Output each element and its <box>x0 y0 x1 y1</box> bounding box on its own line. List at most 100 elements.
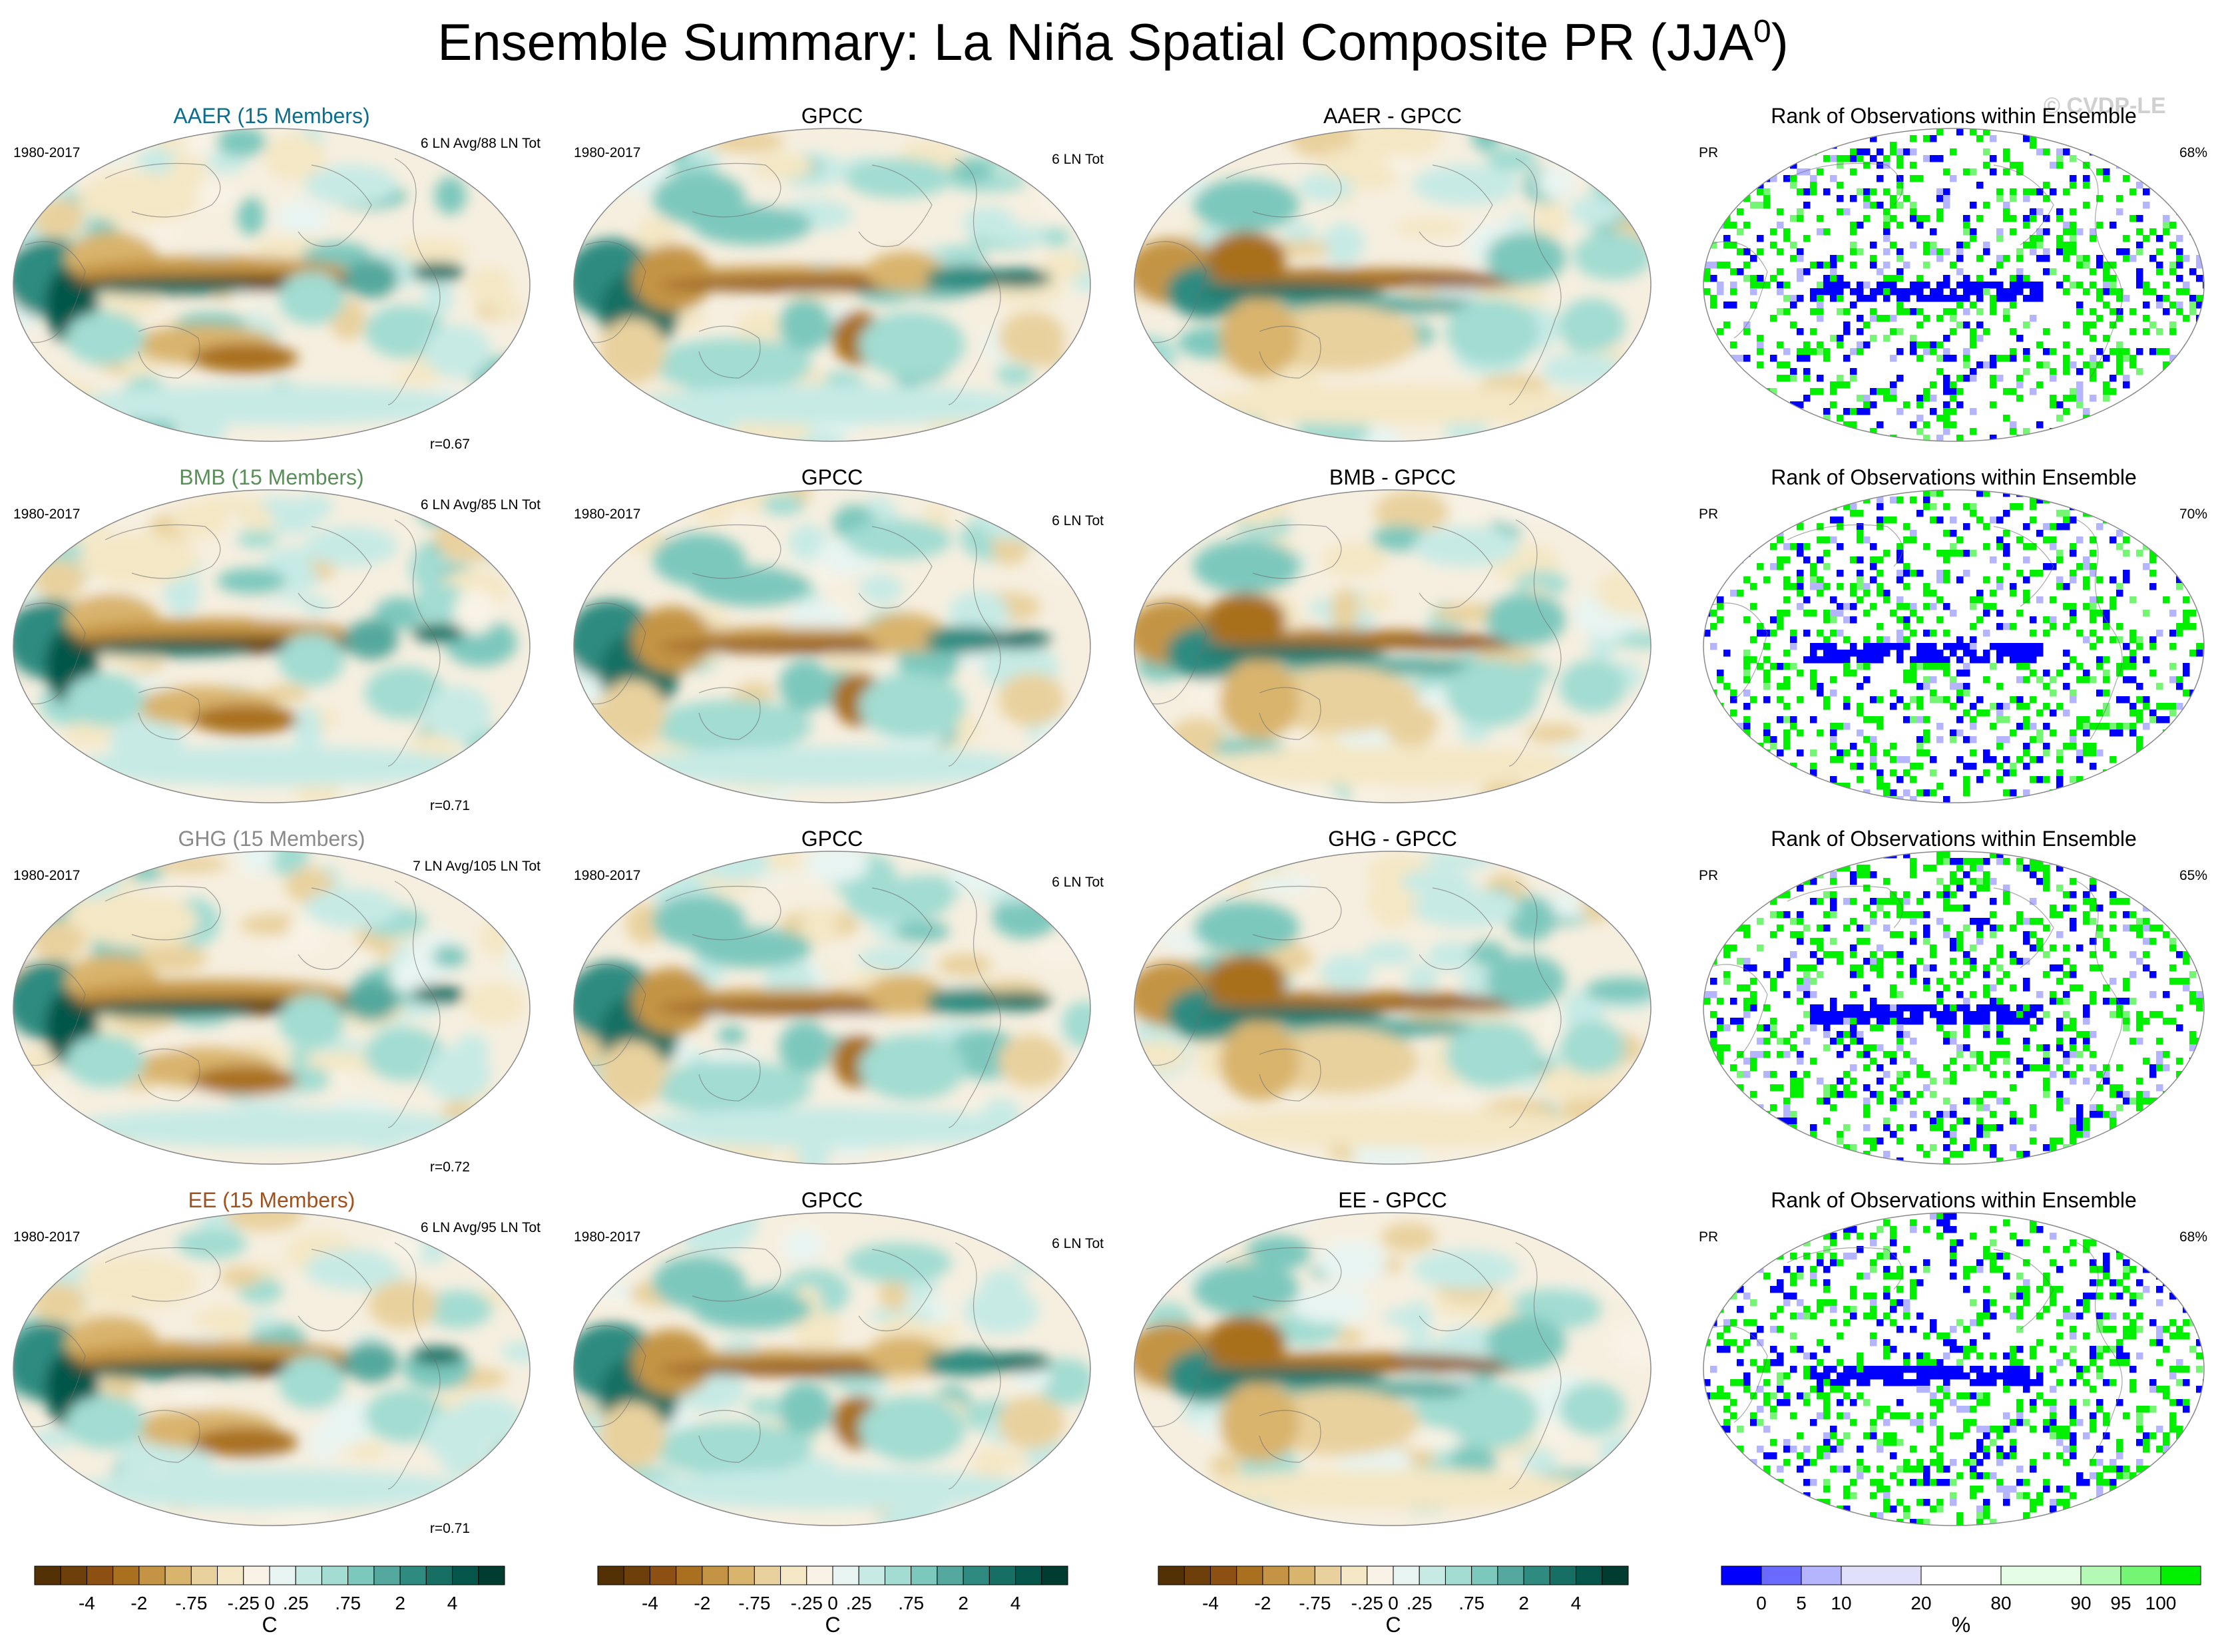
rank-cell <box>1777 135 1784 142</box>
rank-cell <box>1890 215 1897 222</box>
rank-cell <box>1703 1306 1711 1313</box>
rank-cell <box>2189 268 2197 276</box>
rank-cell <box>1803 142 1811 149</box>
rank-cell <box>1777 1372 1784 1380</box>
rank-cell <box>1703 235 1711 242</box>
rank-cell <box>1830 1011 1837 1018</box>
rank-cell <box>2023 1157 2030 1164</box>
rank-cell <box>1777 878 1784 885</box>
rank-cell <box>2096 262 2104 269</box>
rank-cell <box>1830 262 1837 269</box>
rank-cell <box>1843 1124 1851 1132</box>
rank-cell <box>1863 401 1871 409</box>
rank-cell <box>2103 388 2110 395</box>
rank-cell <box>1797 938 1804 945</box>
rank-cell <box>2189 302 2197 309</box>
rank-cell <box>1850 1313 1857 1320</box>
field-blob <box>225 1213 304 1231</box>
rank-cell <box>1990 1253 1997 1260</box>
rank-cell <box>1830 776 1837 783</box>
rank-cell <box>1757 944 1764 952</box>
rank-cell <box>2169 630 2177 637</box>
rank-cell <box>1757 871 1764 879</box>
rank-cell <box>1810 308 1817 315</box>
rank-cell <box>2076 716 2084 723</box>
rank-cell <box>1823 1286 1831 1293</box>
rank-cell <box>2003 208 2010 216</box>
rank-cell <box>1850 1031 1857 1038</box>
rank-cell <box>1936 616 1944 624</box>
rank-cell <box>2036 228 2044 236</box>
rank-cell <box>1823 696 1831 704</box>
rank-cell <box>1970 858 1977 865</box>
rank-cell <box>2110 858 2117 865</box>
rank-cell <box>2010 769 2017 777</box>
rank-cell <box>1963 1018 1970 1025</box>
rank-cell <box>1790 716 1797 723</box>
rank-cell <box>1843 858 1851 865</box>
rank-cell <box>1983 1299 1990 1307</box>
rank-cell <box>2103 616 2110 624</box>
rank-cell <box>2056 1319 2064 1327</box>
rank-cell <box>2156 683 2163 690</box>
rank-cell <box>1976 696 1984 704</box>
rank-cell <box>2003 858 2010 865</box>
rank-cell <box>1750 603 1757 610</box>
field-blob <box>1039 548 1090 580</box>
rank-cell <box>1817 1339 1824 1346</box>
field-blob <box>857 946 929 971</box>
field-blob <box>1318 1240 1388 1284</box>
rank-cell <box>1817 944 1824 952</box>
rank-cell <box>2183 255 2190 262</box>
field-blob <box>65 673 145 726</box>
rank-cell <box>1976 1051 1984 1058</box>
rank-cell <box>2149 743 2157 750</box>
rank-cell <box>2010 288 2017 296</box>
field-blob <box>345 258 398 298</box>
rank-cell <box>1923 1372 1930 1380</box>
rank-cell <box>1823 1018 1831 1025</box>
rank-cell <box>2123 255 2130 262</box>
rank-cell <box>1743 716 1751 723</box>
rank-cell <box>1743 1266 1751 1273</box>
rank-cell <box>1923 1266 1930 1273</box>
rank-cell <box>2050 375 2057 382</box>
rank-cell <box>1850 918 1857 925</box>
rank-cell <box>1943 1031 1950 1038</box>
rank-cell <box>2016 375 2024 382</box>
rank-cell <box>2123 998 2130 1005</box>
rank-cell <box>2176 288 2183 296</box>
rank-cell <box>2063 248 2070 256</box>
rank-cell <box>1757 202 1764 209</box>
rank-cell <box>2110 576 2117 584</box>
rank-cell <box>1857 395 1864 402</box>
rank-cell <box>1903 756 1910 763</box>
field-blob <box>368 1280 439 1329</box>
rank-cell <box>2090 998 2097 1005</box>
field-blob <box>589 769 659 803</box>
rank-cell <box>1817 308 1824 315</box>
rank-cell <box>1923 497 1930 504</box>
rank-cell <box>2070 1359 2077 1366</box>
field-blob <box>1379 998 1539 1011</box>
rank-cell <box>1717 998 1724 1005</box>
rank-cell <box>2129 328 2137 335</box>
rank-cell <box>2023 938 2030 945</box>
rank-cell <box>1956 255 1964 262</box>
rank-cell <box>1923 135 1930 142</box>
rank-cell <box>1743 749 1751 757</box>
rank-cell <box>1877 1366 1884 1373</box>
rank-cell <box>2169 978 2177 985</box>
rank-cell <box>2056 749 2064 757</box>
rank-cell <box>1896 1273 1904 1280</box>
rank-cell <box>1896 556 1904 564</box>
rank-cell <box>1890 355 1897 362</box>
field-blob <box>985 1353 1052 1372</box>
rank-cell <box>1837 1078 1844 1085</box>
rank-cell <box>1877 1319 1884 1327</box>
rank-cell <box>2116 248 2123 256</box>
rank-cell <box>2003 1071 2010 1078</box>
rank-cell <box>1803 355 1811 362</box>
rank-cell <box>2010 1118 2017 1125</box>
rank-cell <box>2036 1313 2044 1320</box>
